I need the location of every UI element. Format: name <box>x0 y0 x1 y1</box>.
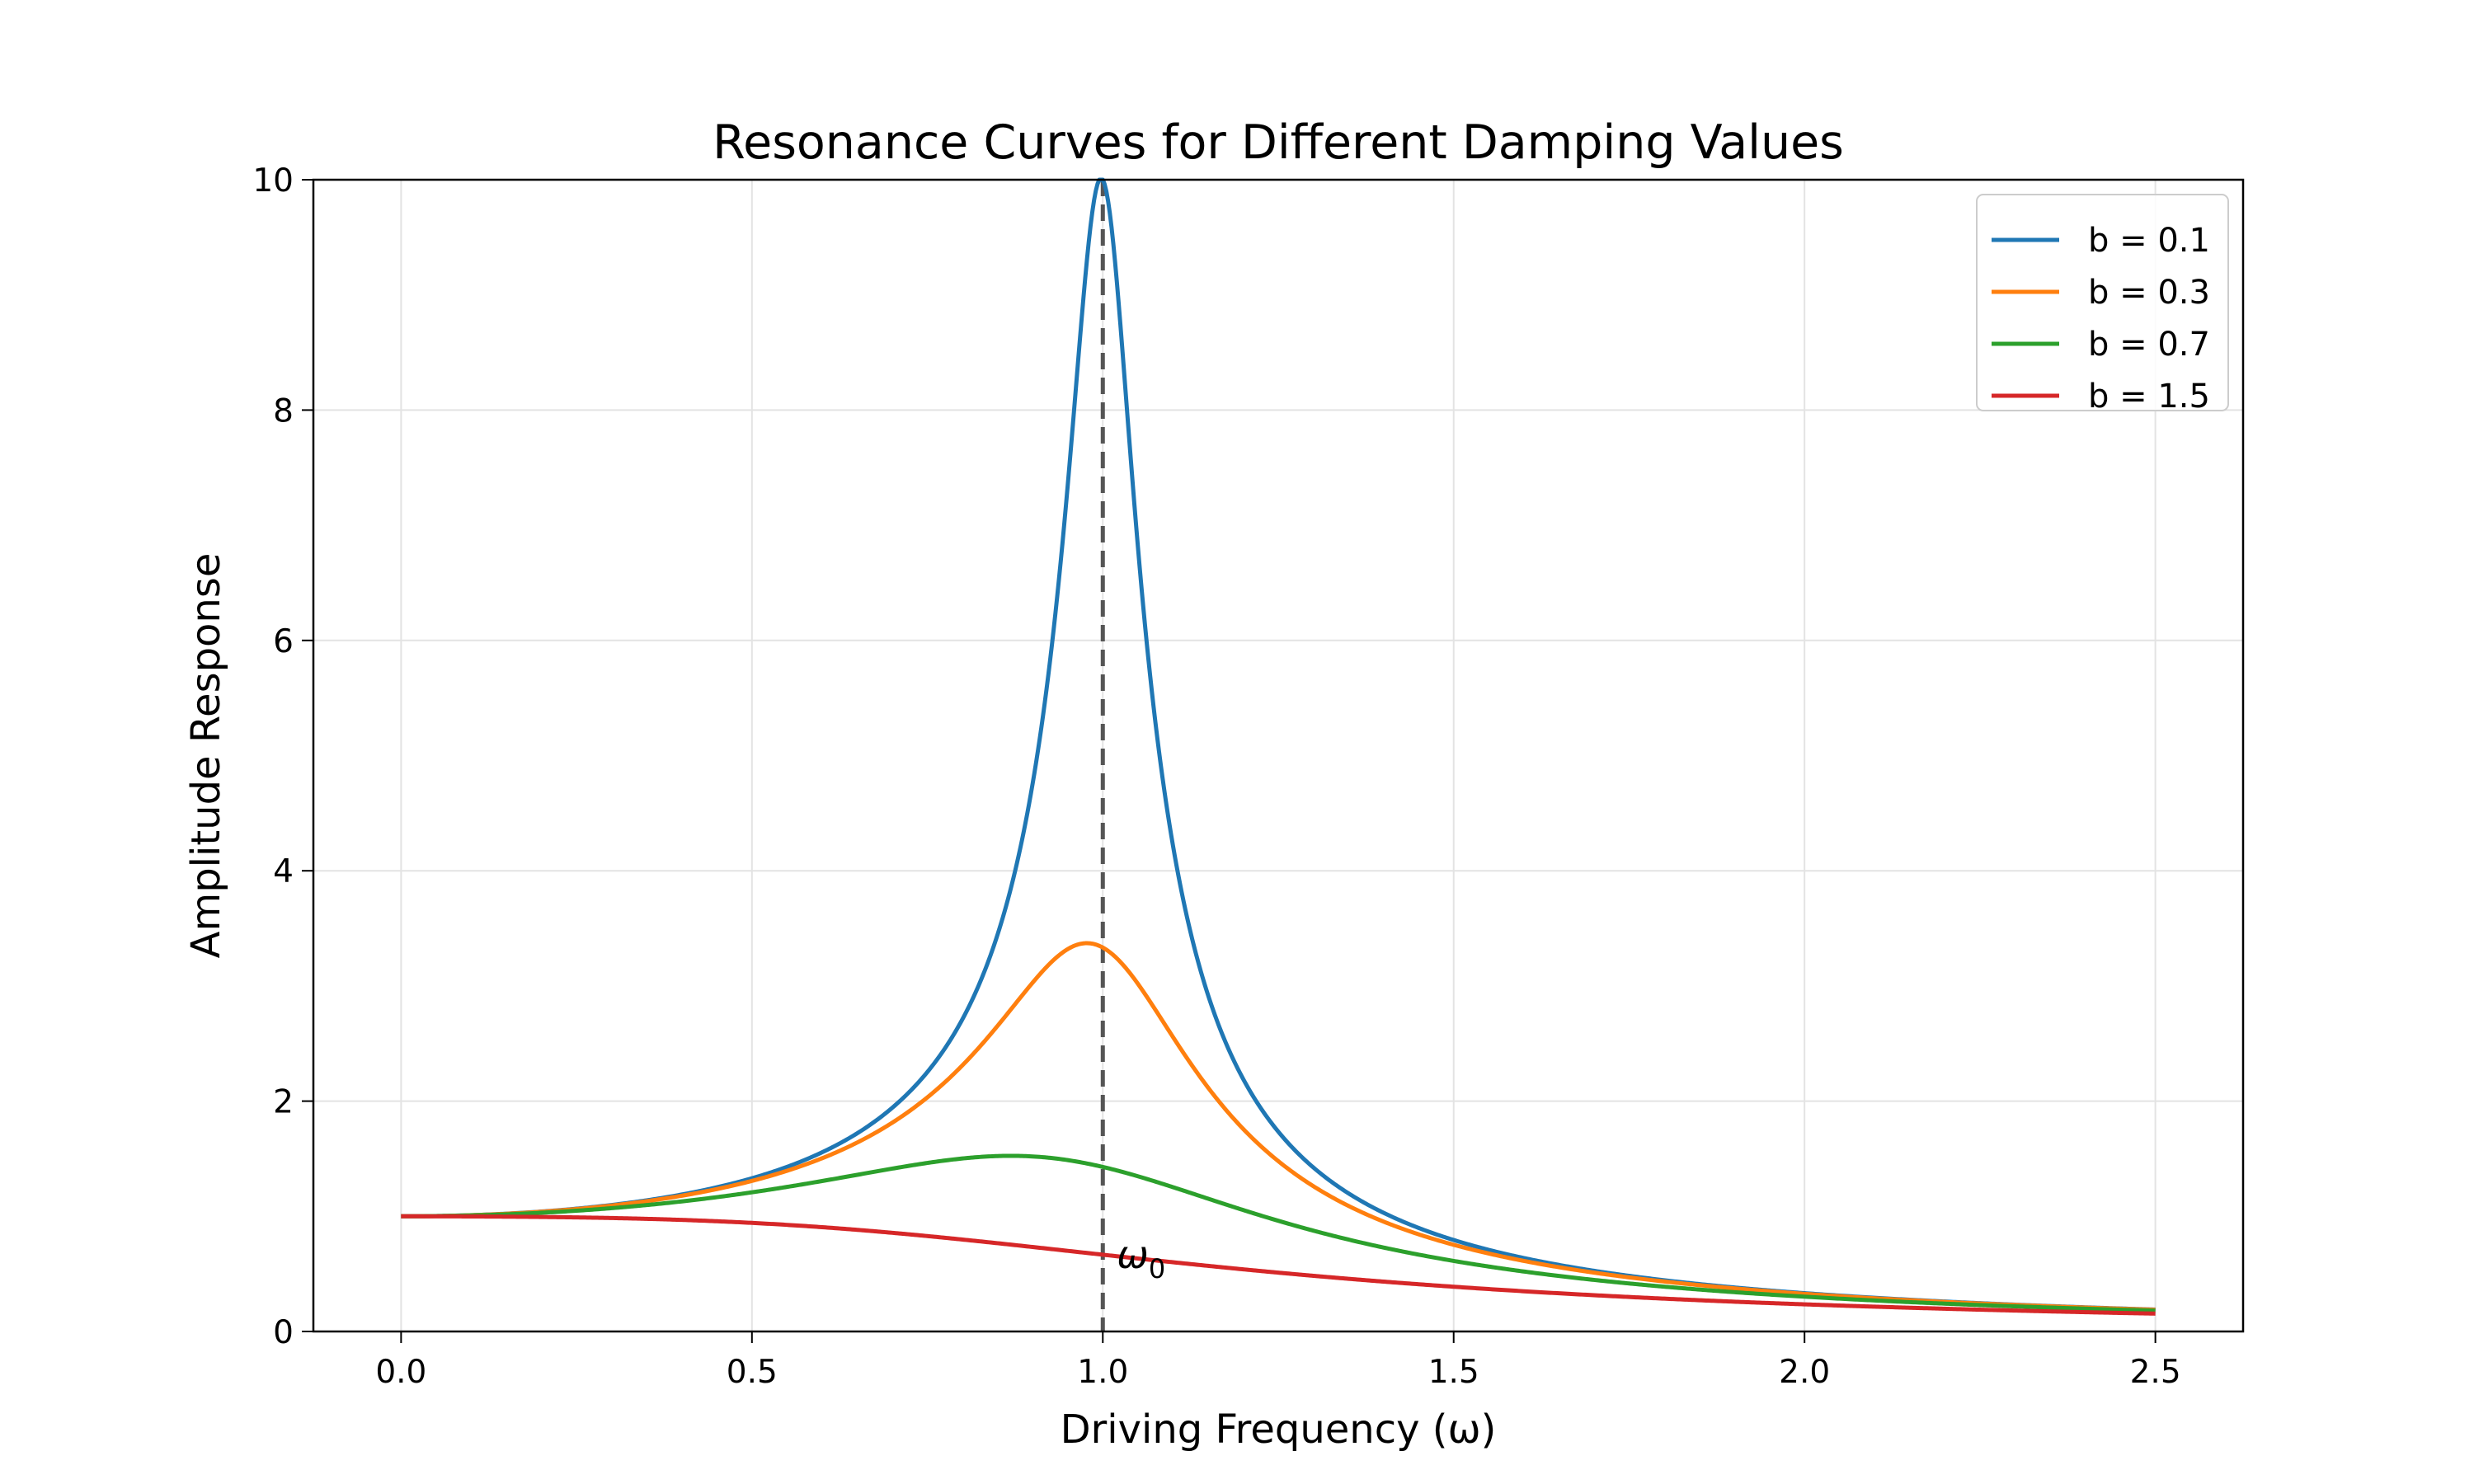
y-axis-label: Amplitude Response <box>183 553 229 959</box>
axis-ticks: 0.0 0.5 1.0 1.5 2.0 2.5 0 2 4 6 8 10 <box>252 162 2180 1391</box>
series-line-b-0-3 <box>400 941 2157 1313</box>
omega-zero-annotation: ω0 <box>1117 1233 1165 1284</box>
y-tick-label: 2 <box>273 1084 294 1121</box>
legend-label: b = 0.1 <box>2088 222 2210 260</box>
y-tick-label: 8 <box>273 392 294 430</box>
chart-title: Resonance Curves for Different Damping V… <box>713 115 1844 170</box>
legend-label: b = 1.5 <box>2088 378 2210 416</box>
legend-label: b = 0.7 <box>2088 326 2210 364</box>
x-tick-label: 2.5 <box>2130 1354 2181 1391</box>
legend-box <box>1976 194 2229 411</box>
x-tick-label: 1.0 <box>1077 1354 1128 1391</box>
series-line-b-1-5 <box>400 1214 2157 1316</box>
omega-symbol: ω <box>1117 1233 1149 1277</box>
x-tick-label: 1.5 <box>1428 1354 1479 1391</box>
legend: b = 0.1 b = 0.3 b = 0.7 b = 1.5 <box>1976 194 2229 416</box>
omega-subscript: 0 <box>1149 1253 1165 1284</box>
legend-label: b = 0.3 <box>2088 274 2210 312</box>
series-lines <box>400 177 2157 1316</box>
y-tick-label: 6 <box>273 623 294 660</box>
x-tick-label: 0.5 <box>727 1354 778 1391</box>
y-tick-label: 0 <box>273 1314 294 1351</box>
x-tick-label: 2.0 <box>1779 1354 1830 1391</box>
series-line-b-0-7 <box>400 1153 2157 1313</box>
y-tick-label: 10 <box>252 162 294 200</box>
series-line-b-0-1 <box>400 177 2157 1312</box>
x-axis-label: Driving Frequency (ω) <box>1061 1407 1497 1453</box>
plot-area-frame <box>312 178 2245 1333</box>
y-tick-label: 4 <box>273 853 294 890</box>
x-tick-label: 0.0 <box>375 1354 426 1391</box>
